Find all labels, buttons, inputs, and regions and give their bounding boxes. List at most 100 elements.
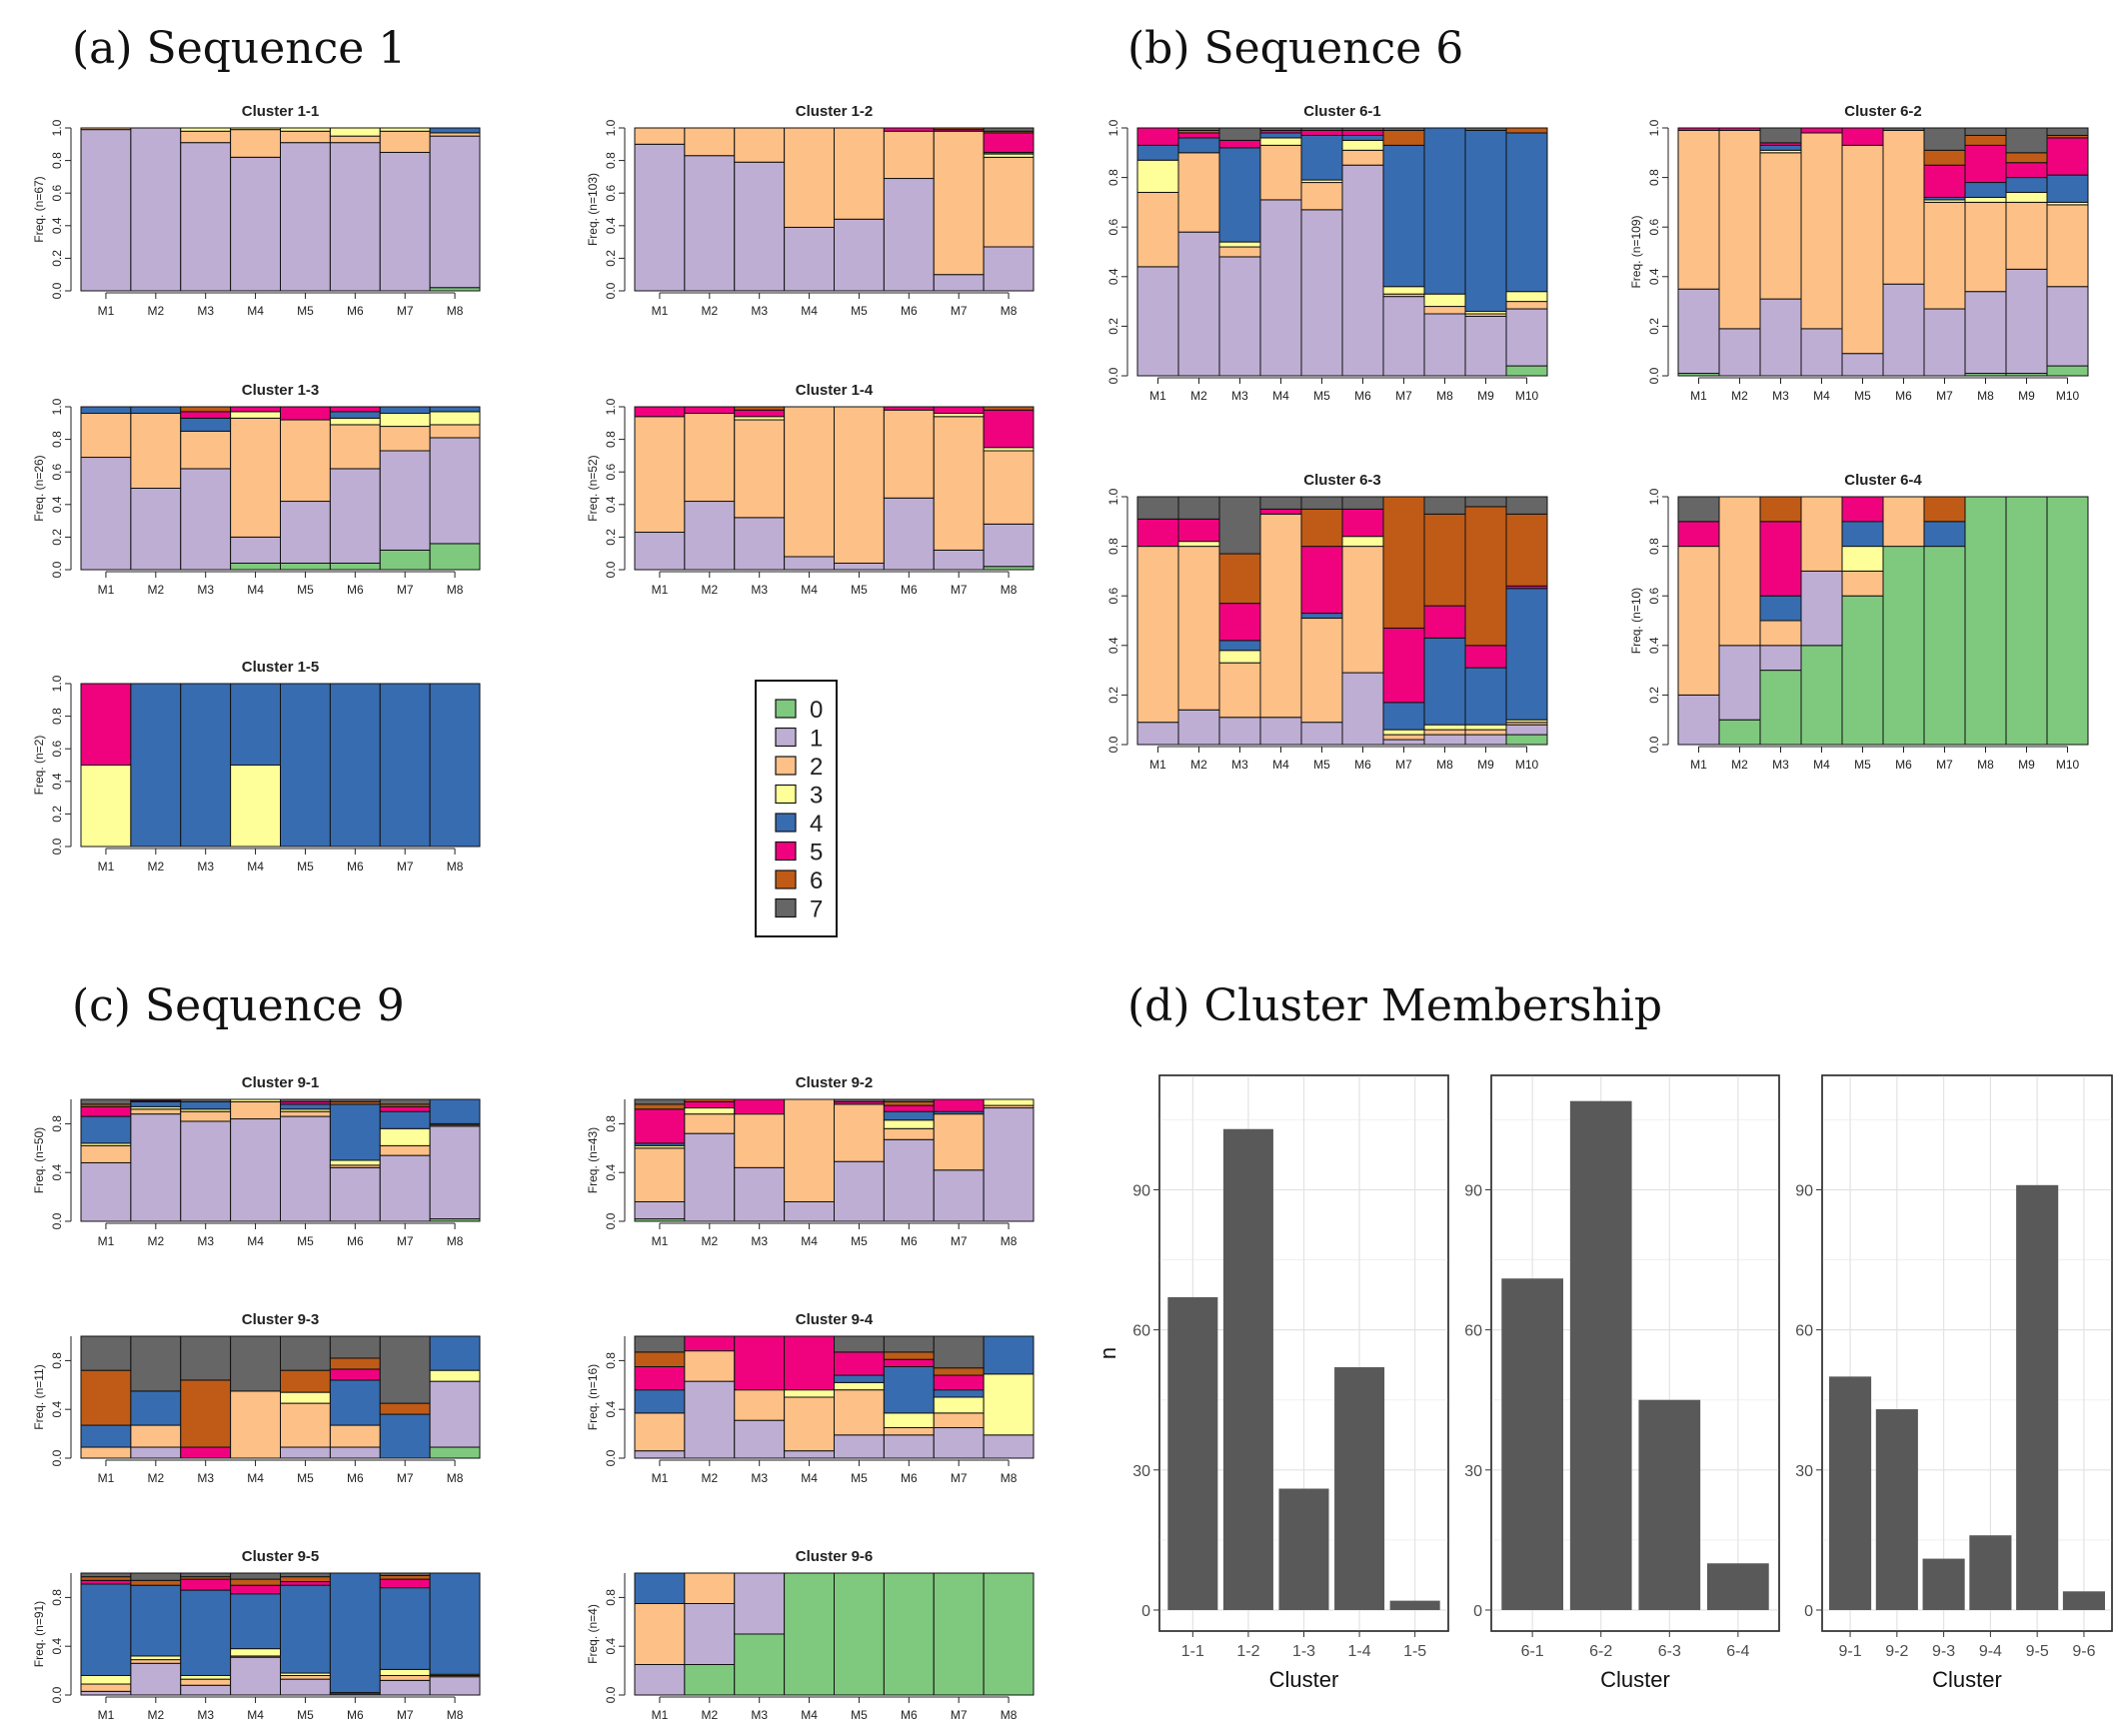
bar-segment	[1300, 127, 1343, 131]
bar-segment	[329, 1357, 381, 1370]
bar-segment	[1177, 546, 1220, 711]
legend-label-1: 1	[810, 726, 823, 753]
x-tick-label: M5	[297, 583, 314, 597]
bar-segment	[834, 1098, 885, 1102]
bar-segment	[80, 1144, 132, 1163]
bar-segment	[784, 127, 835, 228]
panel-border	[1821, 1074, 2113, 1632]
bar-segment	[230, 562, 281, 571]
x-tick-label: M6	[1895, 389, 1912, 403]
bar-segment	[1423, 127, 1466, 295]
x-tick-label: M8	[1436, 389, 1453, 403]
x-tick-label: M4	[801, 1708, 818, 1722]
bar-segment	[80, 1424, 132, 1448]
y-tick-label: 0.2	[50, 250, 64, 267]
y-tick-label: 0.4	[50, 1401, 64, 1418]
x-tick-label: 1-1	[1181, 1643, 1204, 1660]
y-tick-label: 0.8	[50, 1589, 64, 1606]
y-tick-label: 0.8	[50, 1352, 64, 1369]
y-tick-label: 0.8	[604, 1352, 618, 1369]
bar-segment	[1218, 640, 1261, 652]
bar-segment	[1341, 127, 1384, 131]
bar-segment	[1677, 546, 1720, 696]
bar-segment	[2005, 127, 2048, 154]
bar-segment	[1259, 127, 1302, 131]
bar-segment	[634, 1572, 686, 1604]
bar-segment	[280, 1576, 331, 1583]
y-tick-label: 0.8	[50, 431, 64, 448]
x-tick-label: M4	[247, 1471, 264, 1485]
bar-segment	[180, 1120, 232, 1222]
y-tick-label: 0.6	[1106, 588, 1120, 605]
bar-segment	[1964, 196, 2007, 203]
bar-segment	[2005, 268, 2048, 375]
bar-segment	[1341, 164, 1384, 377]
stacked-chart-cluster-6-1: Cluster 6-1 0.0 0.2 0.4 0.6 0.8 1.0 M1 M2 M3 M4 M5 M…	[1106, 103, 1548, 403]
y-tick-label: 0.0	[604, 1686, 618, 1703]
bar-segment	[1423, 313, 1466, 377]
bar-segment	[1423, 724, 1466, 731]
bar-segment	[1505, 724, 1548, 736]
bar-segment	[379, 127, 431, 132]
x-tick-label: M2	[147, 304, 164, 318]
bar-segment	[1841, 570, 1884, 597]
bar-segment	[834, 1335, 885, 1353]
x-tick-label: M10	[2056, 758, 2080, 772]
x-tick-label: M6	[901, 1234, 918, 1248]
bar-segment	[883, 127, 935, 132]
y-tick-label: 0.8	[50, 1115, 64, 1132]
bar-segment	[379, 1110, 431, 1129]
bar-segment	[1800, 496, 1843, 572]
bar-segment	[280, 130, 331, 144]
bar-segment	[1218, 553, 1261, 605]
x-tick-label: M6	[347, 860, 364, 873]
bar-segment	[180, 1678, 232, 1686]
bar-segment	[280, 419, 331, 503]
section-title-a: (a) Sequence 1	[72, 23, 406, 74]
bar-segment	[1136, 496, 1179, 520]
bar-segment	[130, 1390, 182, 1426]
y-tick-label: 0.6	[1647, 219, 1661, 236]
bar-segment	[1341, 536, 1384, 548]
membership-bar	[1278, 1488, 1329, 1610]
y-tick-label: 1.0	[50, 398, 64, 415]
bar-segment	[379, 1674, 431, 1681]
bar-segment	[684, 1113, 736, 1134]
x-tick-label: M1	[98, 304, 115, 318]
bar-segment	[180, 683, 232, 848]
bar-segment	[1718, 719, 1761, 746]
bar-segment	[429, 1572, 481, 1675]
bar-segment	[883, 130, 935, 180]
panel-title: Cluster 9-5	[242, 1548, 320, 1565]
x-tick-label: 1-5	[1403, 1643, 1426, 1660]
bar-segment	[1177, 496, 1220, 520]
bar-segment	[1136, 159, 1179, 193]
bar-segment	[1964, 134, 2007, 146]
y-axis-label: Freq. (n=2)	[32, 736, 46, 796]
y-tick-label: 1.0	[1647, 119, 1661, 136]
bar-segment	[379, 1144, 431, 1156]
bar-segment	[1718, 127, 1761, 131]
bar-segment	[634, 1351, 686, 1367]
y-tick-label: 1.0	[1106, 488, 1120, 505]
bar-segment	[80, 457, 132, 571]
bar-segment	[329, 1098, 381, 1102]
y-tick-label: 90	[1464, 1182, 1482, 1199]
bar-segment	[1218, 139, 1261, 149]
bar-segment	[983, 450, 1035, 525]
bar-segment	[329, 1424, 381, 1448]
x-tick-label: M1	[1149, 758, 1166, 772]
bar-segment	[1218, 650, 1261, 664]
bar-segment	[1505, 365, 1548, 377]
membership-bar	[1167, 1296, 1218, 1610]
bar-segment	[1382, 627, 1425, 704]
bar-segment	[180, 417, 232, 432]
bar-segment	[230, 1578, 281, 1586]
bar-segment	[230, 765, 281, 848]
bar-segment	[1759, 496, 1802, 523]
legend-label-0: 0	[810, 697, 823, 724]
y-tick-label: 1.0	[50, 119, 64, 136]
bar-segment	[329, 468, 381, 564]
bar-segment	[1177, 152, 1220, 233]
legend-swatch-2	[775, 756, 797, 776]
